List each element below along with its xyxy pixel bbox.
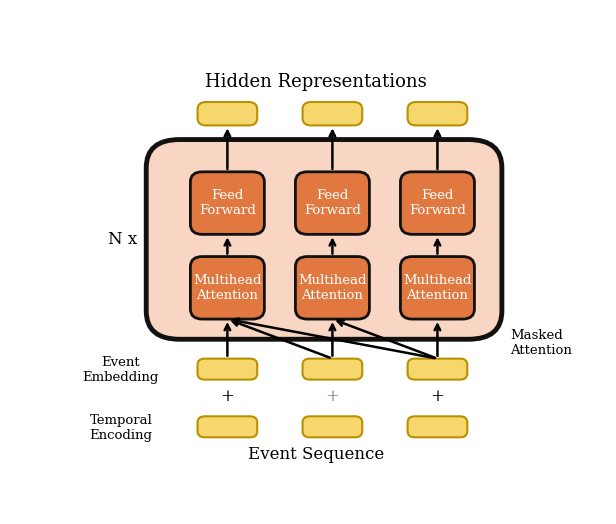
Text: Feed
Forward: Feed Forward [304, 189, 361, 217]
FancyBboxPatch shape [400, 172, 474, 234]
FancyBboxPatch shape [408, 417, 468, 438]
Text: Event
Embedding: Event Embedding [83, 356, 159, 384]
Text: Hidden Representations: Hidden Representations [205, 73, 426, 91]
FancyBboxPatch shape [408, 102, 468, 125]
FancyBboxPatch shape [302, 358, 362, 379]
Text: Feed
Forward: Feed Forward [409, 189, 466, 217]
Text: +: + [431, 388, 444, 405]
FancyBboxPatch shape [408, 358, 468, 379]
Text: N x: N x [108, 231, 137, 248]
Text: +: + [221, 388, 234, 405]
Text: Feed
Forward: Feed Forward [199, 189, 256, 217]
Text: Multihead
Attention: Multihead Attention [298, 274, 367, 302]
FancyBboxPatch shape [190, 172, 264, 234]
FancyBboxPatch shape [302, 102, 362, 125]
Text: Multihead
Attention: Multihead Attention [193, 274, 262, 302]
Text: Multihead
Attention: Multihead Attention [403, 274, 472, 302]
FancyBboxPatch shape [296, 172, 370, 234]
Text: Temporal
Encoding: Temporal Encoding [89, 414, 152, 442]
Text: +: + [325, 388, 339, 405]
FancyBboxPatch shape [198, 102, 257, 125]
FancyBboxPatch shape [146, 139, 502, 339]
FancyBboxPatch shape [190, 257, 264, 319]
Text: Masked
Attention: Masked Attention [511, 329, 572, 357]
FancyBboxPatch shape [198, 358, 257, 379]
FancyBboxPatch shape [400, 257, 474, 319]
FancyBboxPatch shape [296, 257, 370, 319]
FancyBboxPatch shape [198, 417, 257, 438]
FancyBboxPatch shape [302, 417, 362, 438]
Text: Event Sequence: Event Sequence [248, 446, 384, 463]
